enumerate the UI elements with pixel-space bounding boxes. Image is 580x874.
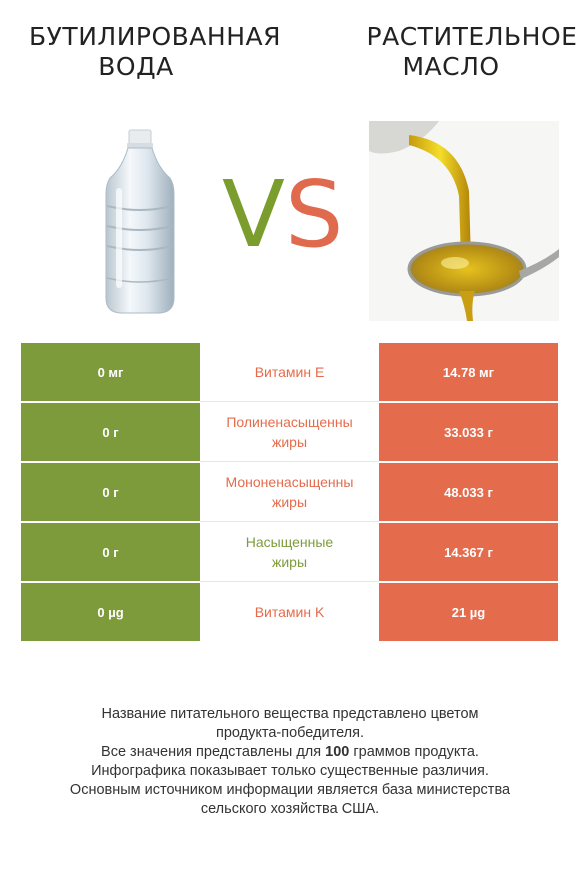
nutrient-line1: Мононенасыщенны	[225, 474, 354, 490]
nutrient-name: Мононенасыщенны жиры	[200, 463, 379, 521]
footnote-line4: Инфографика показывает только существенн…	[91, 763, 489, 779]
table-row: 0 мг Витамин E 14.78 мг	[21, 343, 558, 402]
nutrient-line2: жиры	[271, 434, 308, 450]
right-title-line1: РАСТИТЕЛЬНОЕ	[366, 22, 578, 51]
nutrient-name: Полиненасыщенны жиры	[200, 403, 379, 461]
nutrient-line1: Витамин E	[254, 364, 325, 380]
right-value: 14.78 мг	[379, 343, 558, 401]
table-row: 0 г Полиненасыщенны жиры 33.033 г	[21, 403, 558, 462]
versus-s: S	[284, 161, 344, 268]
table-row: 0 г Насыщенные жиры 14.367 г	[21, 523, 558, 582]
footnote: Название питательного вещества представл…	[20, 705, 560, 819]
row-divider	[200, 401, 379, 402]
nutrient-name: Насыщенные жиры	[200, 523, 379, 581]
footnote-line5: Основным источником информации является …	[69, 782, 511, 798]
nutrient-line1: Витамин K	[254, 604, 325, 620]
footnote-line6: сельского хозяйства США.	[200, 801, 380, 817]
footnote-line2: продукта-победителя.	[215, 725, 365, 741]
left-value: 0 µg	[21, 583, 200, 641]
nutrient-line1: Насыщенные	[245, 534, 334, 550]
footnote-line3-bold: 100	[325, 744, 350, 760]
nutrient-line1: Полиненасыщенны	[226, 414, 353, 430]
footnote-line3-suffix: граммов продукта.	[349, 744, 479, 760]
table-row: 0 µg Витамин K 21 µg	[21, 583, 558, 641]
footnote-line1: Название питательного вещества представл…	[101, 706, 479, 722]
water-bottle-image	[105, 129, 175, 314]
row-divider	[200, 461, 379, 462]
right-value: 14.367 г	[379, 523, 558, 581]
footnote-line3-prefix: Все значения представлены для	[101, 744, 326, 760]
left-value: 0 г	[21, 523, 200, 581]
nutrient-line2: жиры	[271, 554, 308, 570]
nutrient-name: Витамин K	[200, 583, 379, 641]
left-value: 0 г	[21, 463, 200, 521]
left-value: 0 мг	[21, 343, 200, 401]
right-value: 48.033 г	[379, 463, 558, 521]
comparison-table: 0 мг Витамин E 14.78 мг 0 г Полиненасыще…	[21, 343, 558, 643]
row-divider	[200, 521, 379, 522]
left-product-title: БУТИЛИРОВАННАЯ ВОДА	[0, 22, 310, 82]
versus-label: VS	[222, 165, 343, 265]
left-value: 0 г	[21, 403, 200, 461]
nutrient-line2: жиры	[271, 494, 308, 510]
left-title-line1: БУТИЛИРОВАННАЯ	[29, 22, 281, 51]
right-product-title: РАСТИТЕЛЬНОЕ МАСЛО	[352, 22, 580, 82]
right-value: 21 µg	[379, 583, 558, 641]
table-row: 0 г Мононенасыщенны жиры 48.033 г	[21, 463, 558, 522]
right-value: 33.033 г	[379, 403, 558, 461]
footnote-line3: Все значения представлены для 100 граммо…	[20, 743, 560, 762]
left-title-line2: ВОДА	[98, 52, 174, 81]
vegetable-oil-image	[369, 121, 559, 321]
right-title-line2: МАСЛО	[402, 52, 500, 81]
row-divider	[200, 581, 379, 582]
nutrient-name: Витамин E	[200, 343, 379, 401]
versus-v: V	[222, 161, 285, 268]
